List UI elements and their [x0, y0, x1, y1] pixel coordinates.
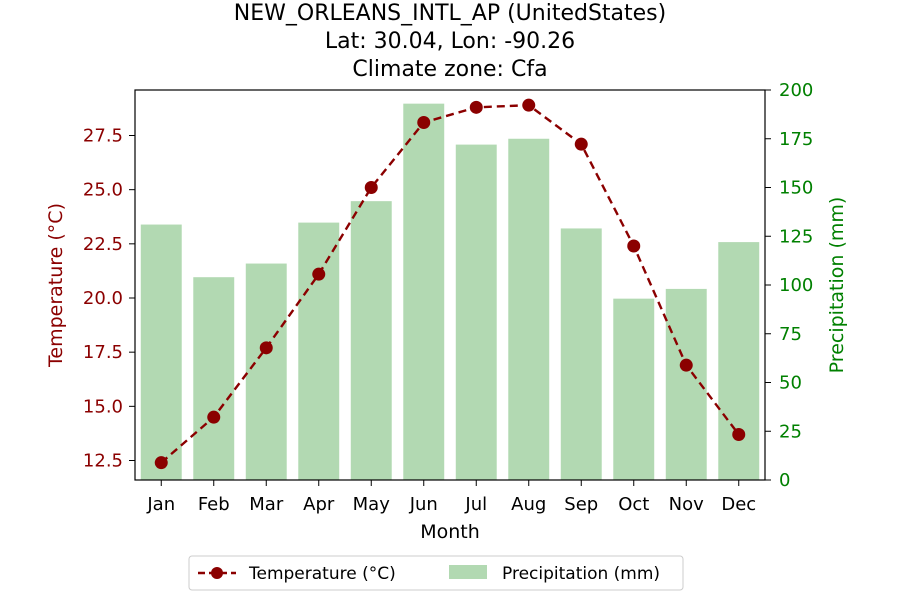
legend-temperature-label: Temperature (°C): [248, 564, 396, 584]
chart-title-line-2: Lat: 30.04, Lon: -90.26: [324, 29, 576, 54]
y-left-tick-label: 17.5: [83, 342, 123, 363]
y-left-tick-label: 27.5: [83, 126, 123, 147]
x-axis-title: Month: [420, 521, 480, 543]
x-tick-label: Sep: [564, 494, 598, 515]
y-right-tick-label: 200: [779, 80, 813, 101]
y-right-tick-label: 100: [779, 275, 813, 296]
y-axis-right: 0 25 50 75 100 125 150 175 200: [765, 80, 813, 491]
precipitation-bar-oct: [613, 298, 655, 480]
temperature-line-layer: [154, 98, 746, 470]
y-left-tick-label: 15.0: [83, 396, 123, 417]
y-left-tick-label: 12.5: [83, 451, 123, 472]
x-tick-label: May: [353, 494, 391, 515]
y-axis-left-title: Temperature (°C): [45, 203, 67, 368]
y-right-tick-label: 50: [779, 373, 802, 394]
x-tick-label: Jan: [146, 494, 175, 515]
x-tick-label: Mar: [249, 494, 284, 515]
precipitation-bar-dec: [718, 242, 760, 480]
legend-precipitation-swatch-icon: [449, 565, 487, 579]
precipitation-bar-jan: [140, 224, 182, 480]
y-right-tick-label: 25: [779, 421, 802, 442]
y-right-tick-label: 125: [779, 226, 813, 247]
temperature-point-nov: [679, 358, 693, 372]
chart-title-line-3: Climate zone: Cfa: [352, 57, 548, 82]
precipitation-bar-feb: [193, 277, 235, 480]
precipitation-bars: [140, 103, 760, 481]
x-tick-label: Feb: [198, 494, 230, 515]
temperature-point-feb: [207, 410, 221, 424]
x-tick-label: Oct: [618, 494, 649, 515]
precipitation-bar-aug: [508, 138, 550, 480]
temperature-point-dec: [732, 428, 746, 441]
y-left-tick-label: 22.5: [83, 234, 123, 255]
y-right-tick-label: 75: [779, 324, 802, 345]
y-right-tick-label: 150: [779, 178, 813, 199]
x-tick-label: Dec: [721, 494, 756, 515]
y-axis-right-title: Precipitation (mm): [826, 197, 848, 374]
y-left-tick-label: 20.0: [83, 288, 123, 309]
temperature-point-jul: [469, 100, 483, 114]
temperature-point-jun: [417, 116, 431, 129]
y-left-tick-label: 25.0: [83, 180, 123, 201]
temperature-point-sep: [574, 137, 588, 151]
temperature-point-jan: [154, 456, 168, 470]
precipitation-bar-may: [350, 201, 392, 480]
precipitation-bar-jun: [403, 103, 445, 481]
x-axis: Jan Feb Mar Apr May Jun Jul Aug Sep Oct Nov Dec: [146, 480, 756, 515]
chart-title-line-1: NEW_ORLEANS_INTL_AP (UnitedStates): [233, 1, 667, 26]
x-tick-label: Apr: [303, 494, 335, 515]
x-tick-label: Jul: [464, 494, 487, 515]
temperature-point-may: [364, 181, 378, 194]
x-tick-label: Aug: [511, 494, 546, 515]
legend-precipitation-label: Precipitation (mm): [502, 564, 660, 584]
y-right-tick-label: 175: [779, 129, 813, 150]
legend-temperature-marker-icon: [211, 567, 223, 579]
y-right-tick-label: 0: [779, 470, 790, 491]
x-tick-label: Jun: [409, 494, 438, 515]
precipitation-bar-jul: [455, 144, 497, 480]
y-axis-left: 12.5 15.0 17.5 20.0 22.5 25.0 27.5: [83, 126, 135, 472]
precipitation-bar-sep: [560, 228, 602, 480]
legend-box: [188, 555, 684, 591]
x-tick-label: Nov: [669, 494, 704, 515]
temperature-point-oct: [627, 239, 641, 253]
legend: Temperature (°C) Precipitation (mm): [188, 555, 684, 591]
temperature-point-aug: [522, 98, 536, 112]
temperature-line: [160, 103, 740, 464]
temperature-point-mar: [259, 341, 273, 355]
precipitation-bar-mar: [245, 263, 287, 480]
temperature-point-apr: [312, 267, 326, 281]
precipitation-bar-apr: [298, 222, 340, 480]
